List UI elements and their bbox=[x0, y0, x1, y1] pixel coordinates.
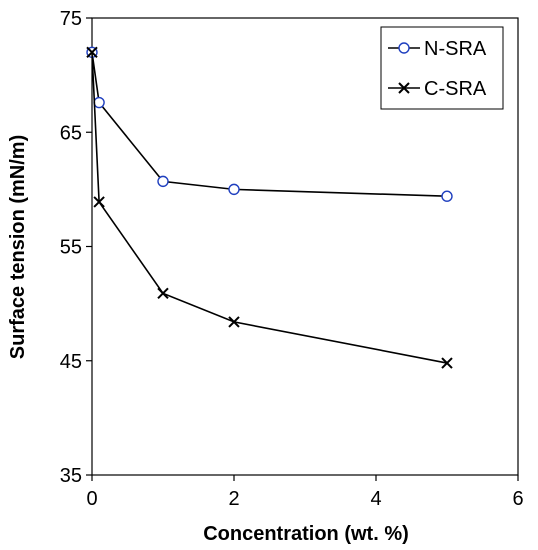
x-marker-stroke bbox=[228, 316, 240, 328]
x-marker-stroke bbox=[157, 287, 169, 300]
legend-item-n-sra: N-SRA bbox=[388, 38, 487, 60]
data-point bbox=[93, 96, 105, 109]
y-tick-label: 65 bbox=[60, 122, 82, 144]
data-point bbox=[157, 287, 169, 300]
x-marker-stroke bbox=[86, 46, 98, 58]
data-point bbox=[228, 183, 240, 196]
legend-label: C-SRA bbox=[424, 78, 487, 100]
legend-item-c-sra: C-SRA bbox=[388, 78, 487, 100]
y-tick-label: 35 bbox=[60, 465, 82, 487]
series-c-sra bbox=[86, 46, 453, 369]
x-marker-stroke bbox=[93, 196, 105, 208]
legend-label: N-SRA bbox=[424, 38, 487, 60]
y-tick-label: 45 bbox=[60, 351, 82, 373]
data-point bbox=[441, 357, 453, 369]
x-marker-stroke bbox=[398, 82, 410, 94]
x-tick-label: 6 bbox=[512, 488, 523, 510]
y-tick-label: 55 bbox=[60, 237, 82, 259]
data-point bbox=[441, 190, 453, 202]
x-axis-ticks: 0 2 4 6 bbox=[86, 475, 524, 510]
x-tick-label: 2 bbox=[228, 488, 239, 510]
x-tick-label: 0 bbox=[86, 488, 97, 510]
legend-marker bbox=[398, 82, 410, 94]
series-layer bbox=[86, 46, 453, 369]
y-axis-ticks: 35 45 55 65 75 bbox=[60, 8, 92, 487]
x-marker-stroke bbox=[441, 357, 453, 369]
x-axis-title: Concentration (wt. %) bbox=[203, 523, 409, 545]
data-point bbox=[93, 196, 105, 208]
legend-marker bbox=[398, 42, 410, 54]
y-tick-label: 75 bbox=[60, 8, 82, 30]
legend: N-SRA C-SRA bbox=[380, 26, 504, 110]
data-point bbox=[228, 316, 240, 328]
x-tick-label: 4 bbox=[370, 488, 381, 510]
legend-box bbox=[380, 26, 504, 110]
data-point bbox=[157, 175, 169, 188]
y-axis-title: Surface tension (mN/m) bbox=[7, 135, 29, 359]
data-point bbox=[86, 46, 98, 58]
